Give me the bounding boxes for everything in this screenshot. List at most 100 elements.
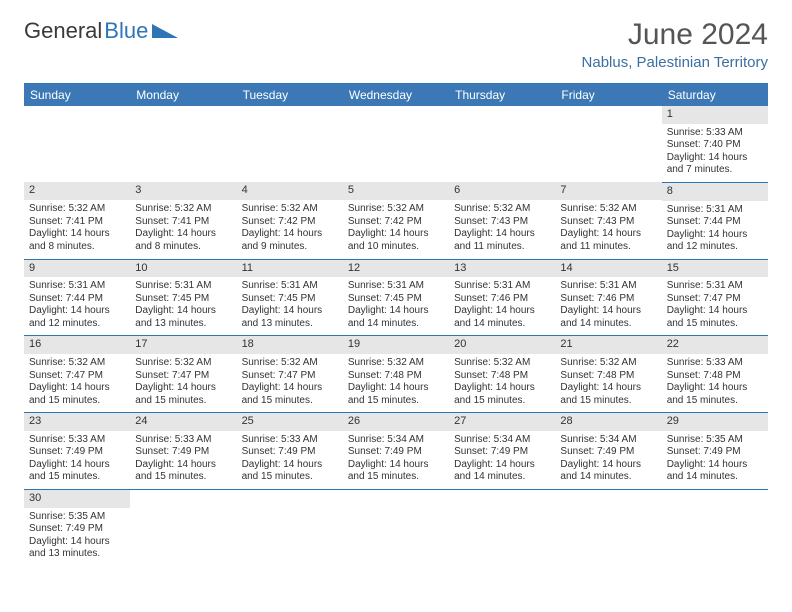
calendar-cell: 20Sunrise: 5:32 AMSunset: 7:48 PMDayligh…: [449, 336, 555, 413]
sunset-line: Sunset: 7:46 PM: [454, 293, 550, 306]
day-number: 2: [24, 182, 130, 200]
day-number: 15: [662, 260, 768, 278]
day-number: 19: [343, 336, 449, 354]
sunrise-line: Sunrise: 5:31 AM: [135, 280, 231, 293]
sunset-line: Sunset: 7:49 PM: [454, 446, 550, 459]
logo-text-general: General: [24, 18, 102, 44]
calendar-cell: 19Sunrise: 5:32 AMSunset: 7:48 PMDayligh…: [343, 336, 449, 413]
sunset-line: Sunset: 7:48 PM: [454, 370, 550, 383]
calendar-cell: 26Sunrise: 5:34 AMSunset: 7:49 PMDayligh…: [343, 413, 449, 490]
calendar-cell: 13Sunrise: 5:31 AMSunset: 7:46 PMDayligh…: [449, 259, 555, 336]
day-number: 29: [662, 413, 768, 431]
sunrise-line: Sunrise: 5:34 AM: [348, 434, 444, 447]
calendar-cell: [449, 489, 555, 565]
daylight-line: Daylight: 14 hours and 15 minutes.: [29, 459, 125, 484]
sunrise-line: Sunrise: 5:31 AM: [667, 280, 763, 293]
daylight-line: Daylight: 14 hours and 14 minutes.: [560, 459, 656, 484]
sunset-line: Sunset: 7:47 PM: [29, 370, 125, 383]
daylight-line: Daylight: 14 hours and 12 minutes.: [29, 305, 125, 330]
calendar-cell: 18Sunrise: 5:32 AMSunset: 7:47 PMDayligh…: [237, 336, 343, 413]
sunset-line: Sunset: 7:49 PM: [29, 446, 125, 459]
calendar-cell: 12Sunrise: 5:31 AMSunset: 7:45 PMDayligh…: [343, 259, 449, 336]
sunset-line: Sunset: 7:47 PM: [242, 370, 338, 383]
weekday-header: Sunday: [24, 84, 130, 107]
weekday-header: Thursday: [449, 84, 555, 107]
calendar-cell: 23Sunrise: 5:33 AMSunset: 7:49 PMDayligh…: [24, 413, 130, 490]
calendar-cell: 30Sunrise: 5:35 AMSunset: 7:49 PMDayligh…: [24, 489, 130, 565]
sunrise-line: Sunrise: 5:32 AM: [560, 357, 656, 370]
calendar-week-row: 23Sunrise: 5:33 AMSunset: 7:49 PMDayligh…: [24, 413, 768, 490]
calendar-cell: [662, 489, 768, 565]
day-number: 28: [555, 413, 661, 431]
sunrise-line: Sunrise: 5:32 AM: [242, 357, 338, 370]
day-number: 24: [130, 413, 236, 431]
day-number: 12: [343, 260, 449, 278]
day-number: 20: [449, 336, 555, 354]
weekday-header: Wednesday: [343, 84, 449, 107]
calendar-cell: 21Sunrise: 5:32 AMSunset: 7:48 PMDayligh…: [555, 336, 661, 413]
calendar-cell: 3Sunrise: 5:32 AMSunset: 7:41 PMDaylight…: [130, 182, 236, 259]
daylight-line: Daylight: 14 hours and 14 minutes.: [667, 459, 763, 484]
calendar-cell: 29Sunrise: 5:35 AMSunset: 7:49 PMDayligh…: [662, 413, 768, 490]
daylight-line: Daylight: 14 hours and 15 minutes.: [242, 382, 338, 407]
sunset-line: Sunset: 7:47 PM: [135, 370, 231, 383]
calendar-cell: [555, 489, 661, 565]
calendar-cell: [24, 106, 130, 182]
weekday-header-row: Sunday Monday Tuesday Wednesday Thursday…: [24, 84, 768, 107]
daylight-line: Daylight: 14 hours and 13 minutes.: [242, 305, 338, 330]
calendar-cell: [130, 489, 236, 565]
calendar-cell: 2Sunrise: 5:32 AMSunset: 7:41 PMDaylight…: [24, 182, 130, 259]
header: GeneralBlue June 2024 Nablus, Palestinia…: [24, 18, 768, 71]
page-subtitle: Nablus, Palestinian Territory: [582, 54, 768, 71]
daylight-line: Daylight: 14 hours and 15 minutes.: [29, 382, 125, 407]
sunrise-line: Sunrise: 5:32 AM: [29, 203, 125, 216]
sunrise-line: Sunrise: 5:31 AM: [242, 280, 338, 293]
calendar-cell: 11Sunrise: 5:31 AMSunset: 7:45 PMDayligh…: [237, 259, 343, 336]
calendar-cell: 15Sunrise: 5:31 AMSunset: 7:47 PMDayligh…: [662, 259, 768, 336]
sunset-line: Sunset: 7:48 PM: [348, 370, 444, 383]
weekday-header: Tuesday: [237, 84, 343, 107]
logo: GeneralBlue: [24, 18, 178, 44]
sunset-line: Sunset: 7:44 PM: [29, 293, 125, 306]
daylight-line: Daylight: 14 hours and 9 minutes.: [242, 228, 338, 253]
day-number: 27: [449, 413, 555, 431]
sunrise-line: Sunrise: 5:32 AM: [29, 357, 125, 370]
daylight-line: Daylight: 14 hours and 15 minutes.: [135, 382, 231, 407]
day-number: 25: [237, 413, 343, 431]
daylight-line: Daylight: 14 hours and 15 minutes.: [560, 382, 656, 407]
sunrise-line: Sunrise: 5:31 AM: [560, 280, 656, 293]
logo-text-blue: Blue: [104, 18, 148, 44]
sunset-line: Sunset: 7:47 PM: [667, 293, 763, 306]
sunset-line: Sunset: 7:49 PM: [135, 446, 231, 459]
weekday-header: Friday: [555, 84, 661, 107]
calendar-cell: 8Sunrise: 5:31 AMSunset: 7:44 PMDaylight…: [662, 182, 768, 259]
day-number: 3: [130, 182, 236, 200]
calendar-cell: 27Sunrise: 5:34 AMSunset: 7:49 PMDayligh…: [449, 413, 555, 490]
sunset-line: Sunset: 7:48 PM: [560, 370, 656, 383]
sunrise-line: Sunrise: 5:32 AM: [560, 203, 656, 216]
sunrise-line: Sunrise: 5:33 AM: [667, 127, 763, 140]
calendar-week-row: 9Sunrise: 5:31 AMSunset: 7:44 PMDaylight…: [24, 259, 768, 336]
day-number: 22: [662, 336, 768, 354]
calendar-table: Sunday Monday Tuesday Wednesday Thursday…: [24, 83, 768, 566]
calendar-cell: 28Sunrise: 5:34 AMSunset: 7:49 PMDayligh…: [555, 413, 661, 490]
day-number: 4: [237, 182, 343, 200]
sunset-line: Sunset: 7:49 PM: [29, 523, 125, 536]
daylight-line: Daylight: 14 hours and 13 minutes.: [29, 536, 125, 561]
title-block: June 2024 Nablus, Palestinian Territory: [582, 18, 768, 71]
calendar-cell: 16Sunrise: 5:32 AMSunset: 7:47 PMDayligh…: [24, 336, 130, 413]
daylight-line: Daylight: 14 hours and 15 minutes.: [454, 382, 550, 407]
daylight-line: Daylight: 14 hours and 7 minutes.: [667, 152, 763, 177]
daylight-line: Daylight: 14 hours and 15 minutes.: [667, 382, 763, 407]
daylight-line: Daylight: 14 hours and 15 minutes.: [348, 382, 444, 407]
sunset-line: Sunset: 7:40 PM: [667, 139, 763, 152]
calendar-cell: 5Sunrise: 5:32 AMSunset: 7:42 PMDaylight…: [343, 182, 449, 259]
daylight-line: Daylight: 14 hours and 13 minutes.: [135, 305, 231, 330]
day-number: 11: [237, 260, 343, 278]
day-number: 8: [662, 183, 768, 201]
sunrise-line: Sunrise: 5:31 AM: [667, 204, 763, 217]
sunset-line: Sunset: 7:49 PM: [560, 446, 656, 459]
daylight-line: Daylight: 14 hours and 10 minutes.: [348, 228, 444, 253]
daylight-line: Daylight: 14 hours and 8 minutes.: [29, 228, 125, 253]
sunrise-line: Sunrise: 5:35 AM: [29, 511, 125, 524]
